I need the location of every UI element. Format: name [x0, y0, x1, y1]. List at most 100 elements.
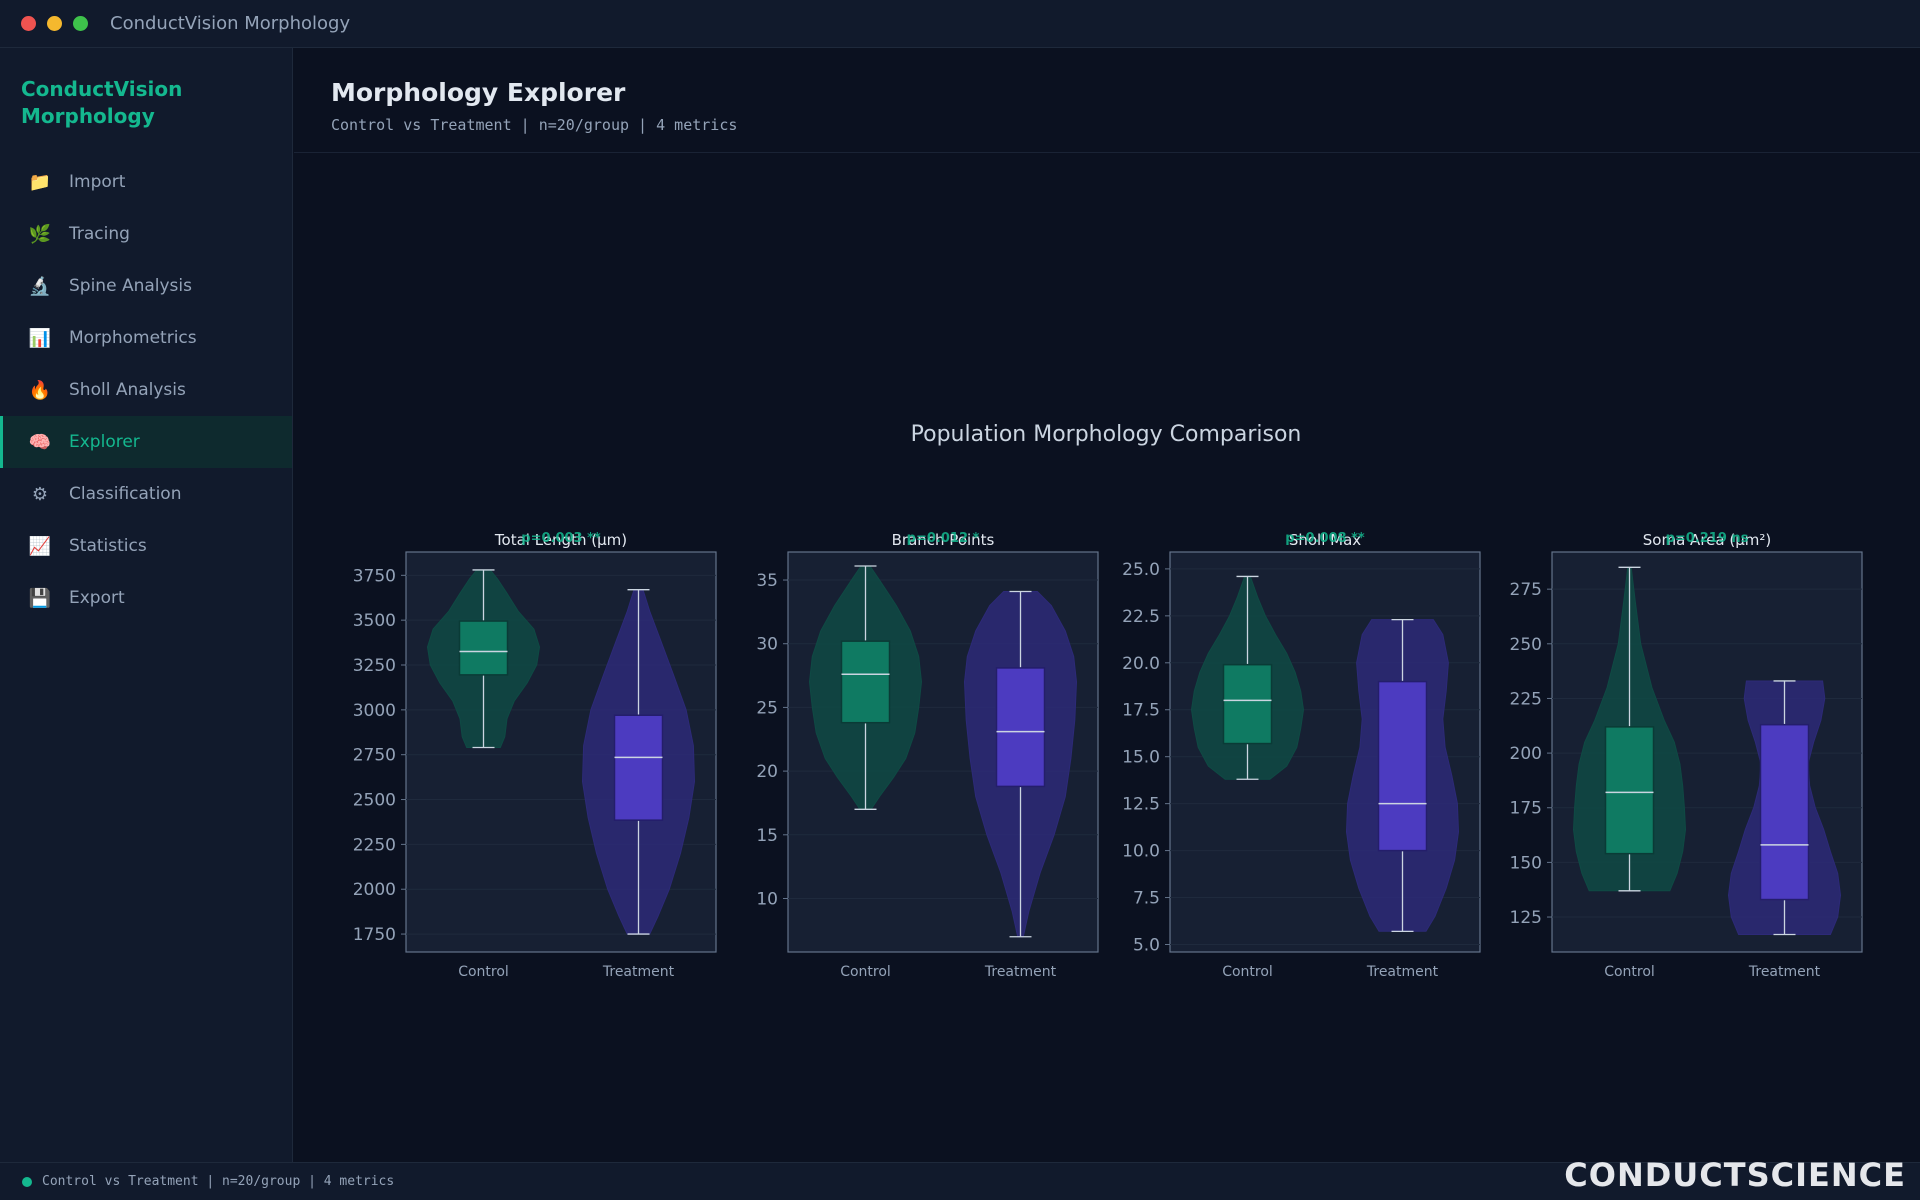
y-tick-label: 10.0	[1122, 842, 1160, 862]
status-bar: Control vs Treatment | n=20/group | 4 me…	[0, 1162, 1920, 1200]
window-controls	[21, 16, 88, 31]
x-tick-label: Treatment	[984, 964, 1057, 980]
y-tick-label: 1750	[353, 925, 396, 945]
sidebar-nav: 📁 Import 🌿 Tracing 🔬 Spine Analysis 📊 Morphomet…	[0, 156, 292, 624]
maximize-window-button[interactable]	[73, 16, 88, 31]
page-title: Morphology Explorer	[331, 78, 626, 107]
sidebar-item-import[interactable]: 📁 Import	[0, 156, 292, 208]
status-indicator	[22, 1176, 32, 1187]
bar-chart-icon: 📊	[28, 327, 52, 349]
y-tick-label: 3000	[353, 701, 396, 721]
close-window-button[interactable]	[21, 16, 36, 31]
y-tick-label: 20	[756, 762, 778, 782]
y-tick-label: 10	[756, 889, 778, 909]
box-control	[458, 620, 509, 676]
y-tick-label: 35	[756, 571, 778, 591]
sidebar-item-sholl-analysis[interactable]: 🔥 Sholl Analysis	[0, 364, 292, 416]
box-treatment	[613, 714, 664, 821]
x-tick-label: Control	[1604, 964, 1655, 980]
sidebar-item-spine-analysis[interactable]: 🔬 Spine Analysis	[0, 260, 292, 312]
panel-title: Soma Area (μm²)	[1643, 531, 1771, 549]
p-value-label: p=0.219 ns	[1666, 531, 1749, 546]
x-tick-label: Control	[840, 964, 891, 980]
sidebar-item-label: Tracing	[69, 224, 130, 244]
morphology-chart: Population Morphology Comparison 1750 200…	[353, 422, 1863, 980]
y-tick-label: 25	[756, 698, 778, 718]
y-tick-label: 2250	[353, 835, 396, 855]
y-tick-label: 30	[756, 635, 778, 655]
folder-icon: 📁	[28, 171, 52, 193]
y-tick-label: 200	[1510, 744, 1542, 764]
sidebar-item-export[interactable]: 💾 Export	[0, 572, 292, 624]
sidebar-item-label: Spine Analysis	[69, 276, 192, 296]
y-tick-label: 7.5	[1133, 889, 1160, 909]
y-tick-label: 15.0	[1122, 748, 1160, 768]
minimize-window-button[interactable]	[47, 16, 62, 31]
y-tick-label: 12.5	[1122, 795, 1160, 815]
seedling-icon: 🌿	[28, 223, 52, 245]
y-tick-label: 5.0	[1133, 935, 1160, 955]
microscope-icon: 🔬	[28, 275, 52, 297]
y-tick-label: 20.0	[1122, 654, 1160, 674]
sidebar-item-label: Classification	[69, 484, 182, 504]
y-tick-label: 3750	[353, 566, 396, 586]
chart-title: Population Morphology Comparison	[911, 422, 1302, 447]
y-tick-label: 15	[756, 826, 778, 846]
box-control	[840, 640, 891, 724]
sidebar-item-label: Sholl Analysis	[69, 380, 186, 400]
sidebar-item-label: Statistics	[69, 536, 147, 556]
p-value-label: p=0.012 *	[907, 531, 980, 546]
sidebar-item-tracing[interactable]: 🌿 Tracing	[0, 208, 292, 260]
sidebar-item-statistics[interactable]: 📈 Statistics	[0, 520, 292, 572]
y-tick-label: 175	[1510, 799, 1542, 819]
box-treatment	[1759, 723, 1810, 901]
y-tick-label: 17.5	[1122, 701, 1160, 721]
brain-icon: 🧠	[28, 431, 52, 453]
p-value-label: p=0.003 **	[521, 531, 601, 546]
y-tick-label: 275	[1510, 580, 1542, 600]
sidebar: ConductVision Morphology 📁 Import 🌿 Tracing…	[0, 48, 293, 1162]
x-tick-label: Treatment	[1366, 964, 1439, 980]
y-tick-label: 22.5	[1122, 607, 1160, 627]
sidebar-item-classification[interactable]: ⚙ Classification	[0, 468, 292, 520]
sidebar-item-label: Morphometrics	[69, 328, 197, 348]
panel-title: Branch Points	[892, 531, 995, 549]
status-text: Control vs Treatment | n=20/group | 4 me…	[42, 1174, 395, 1189]
x-tick-label: Control	[1222, 964, 1273, 980]
sidebar-item-label: Export	[69, 588, 125, 608]
box-control	[1222, 663, 1273, 745]
y-tick-label: 2000	[353, 880, 396, 900]
panel-title: Total Length (μm)	[494, 531, 627, 549]
box-treatment	[995, 667, 1046, 788]
y-tick-label: 2750	[353, 746, 396, 766]
fire-icon: 🔥	[28, 379, 52, 401]
page-subtitle: Control vs Treatment | n=20/group | 4 me…	[331, 116, 738, 134]
y-tick-label: 2500	[353, 791, 396, 811]
y-tick-label: 150	[1510, 853, 1542, 873]
line-chart-icon: 📈	[28, 535, 52, 557]
y-tick-label: 3250	[353, 656, 396, 676]
sidebar-item-explorer[interactable]: 🧠 Explorer	[0, 416, 292, 468]
sidebar-item-morphometrics[interactable]: 📊 Morphometrics	[0, 312, 292, 364]
sidebar-item-label: Import	[69, 172, 126, 192]
app-brand: ConductVision Morphology	[21, 77, 183, 128]
p-value-label: p=0.008 **	[1285, 531, 1365, 546]
y-tick-label: 250	[1510, 635, 1542, 655]
sidebar-item-label: Explorer	[69, 432, 140, 452]
main-content: Morphology Explorer Control vs Treatment…	[294, 48, 1920, 1162]
x-tick-label: Control	[458, 964, 509, 980]
y-tick-label: 25.0	[1122, 560, 1160, 580]
window-title: ConductVision Morphology	[110, 13, 351, 34]
gear-icon: ⚙	[31, 483, 49, 505]
y-tick-label: 125	[1510, 908, 1542, 928]
y-tick-label: 3500	[353, 611, 396, 631]
y-tick-label: 225	[1510, 689, 1542, 709]
conductscience-logo: CONDUCTSCIENCE	[1564, 1156, 1906, 1194]
title-bar: ConductVision Morphology	[0, 0, 1920, 48]
page-header: Morphology Explorer Control vs Treatment…	[294, 48, 1920, 153]
floppy-disk-icon: 💾	[28, 587, 52, 609]
x-tick-label: Treatment	[1748, 964, 1821, 980]
box-treatment	[1377, 680, 1428, 852]
box-control	[1604, 726, 1655, 855]
x-tick-label: Treatment	[602, 964, 675, 980]
